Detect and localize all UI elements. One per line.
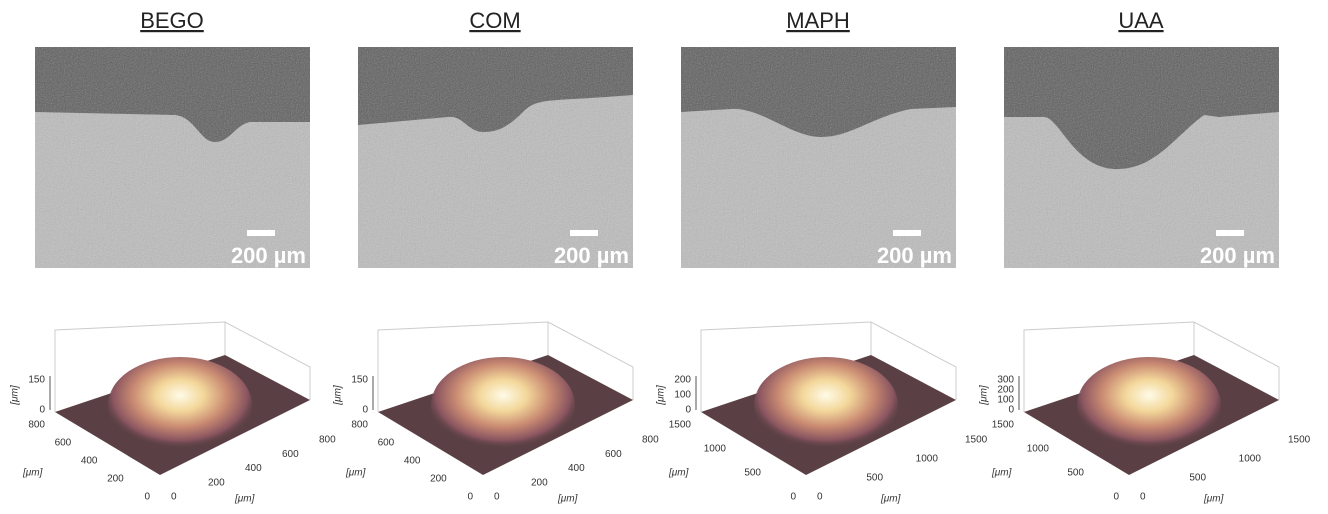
y-tick-label: 0 [1113,492,1119,503]
panel: COM 200 µm 0 150 [μm] 0 200 400 600 800 [μm] 0 200 40… [333,8,659,505]
y-tick-label: 800 [351,420,368,431]
z-axis-label: [μm] [333,385,344,406]
figure: BEGO 200 µm 0 150 [μm] 0 200 400 600 800 [μm] 0 200 4… [0,0,1328,514]
y-tick-label: 800 [28,420,45,431]
y-tick-label: 400 [404,456,421,467]
scale-bar-label: 200 µm [554,243,629,268]
oct-image: 200 µm [1004,47,1279,268]
y-tick-label: 600 [378,438,395,449]
y-axis-label: [μm] [22,468,43,479]
scale-bar [893,230,921,236]
y-tick-label: 0 [467,492,473,503]
x-tick-label: 500 [1189,473,1206,484]
x-tick-label: 1500 [965,435,988,446]
y-tick-label: 1500 [669,420,692,431]
x-tick-label: 1000 [1239,454,1262,465]
surface-plot: 0 100 200 [μm] 0 500 1000 1500 [μm] 0 500 1000 1500 [… [656,322,988,505]
z-tick-label: 200 [674,375,691,386]
panel-title: BEGO [140,8,204,33]
scale-bar-label: 200 µm [1200,243,1275,268]
x-tick-label: 600 [282,449,299,460]
y-tick-label: 600 [55,438,72,449]
x-tick-label: 800 [319,435,336,446]
x-tick-label: 400 [245,463,262,474]
x-tick-label: 0 [1140,492,1146,503]
z-tick-label: 100 [674,390,691,401]
surface-peak [1077,357,1221,453]
y-tick-label: 400 [81,456,98,467]
x-tick-label: 500 [866,473,883,484]
x-axis-label: [μm] [880,494,901,505]
y-tick-label: 1000 [704,444,727,455]
panel: BEGO 200 µm 0 150 [μm] 0 200 400 600 800 [μm] 0 200 4… [10,8,336,505]
z-tick-label: 300 [997,375,1014,386]
x-tick-label: 0 [494,492,500,503]
y-tick-label: 500 [1067,468,1084,479]
z-axis-label: [μm] [10,385,21,406]
scale-bar [570,230,598,236]
x-tick-label: 1500 [1288,435,1311,446]
scale-bar [1216,230,1244,236]
x-axis-label: [μm] [1203,494,1224,505]
y-tick-label: 1000 [1027,444,1050,455]
z-tick-label: 200 [997,385,1014,396]
x-tick-label: 0 [171,492,177,503]
z-tick-label: 0 [1008,405,1014,416]
y-tick-label: 200 [430,474,447,485]
x-tick-label: 800 [642,435,659,446]
surface-peak [754,357,898,453]
scale-bar-label: 200 µm [877,243,952,268]
y-axis-label: [μm] [991,468,1012,479]
surface-plot: 0 150 [μm] 0 200 400 600 800 [μm] 0 200 400 600 800 [μ… [333,322,659,505]
x-tick-label: 200 [208,477,225,488]
x-tick-label: 600 [605,449,622,460]
y-axis-label: [μm] [668,468,689,479]
x-tick-label: 400 [568,463,585,474]
panel-title: MAPH [786,8,850,33]
scale-bar [247,230,275,236]
surface-peak [431,357,575,453]
panel-title: COM [469,8,520,33]
x-tick-label: 200 [531,477,548,488]
x-tick-label: 1000 [916,454,939,465]
z-tick-label: 100 [997,395,1014,406]
y-tick-label: 1500 [992,420,1015,431]
scale-bar-label: 200 µm [231,243,306,268]
y-tick-label: 200 [107,474,124,485]
z-axis-label: [μm] [979,385,990,406]
panel: MAPH 200 µm 0 100 200 [μm] 0 500 1000 1500 [μm] 0 50… [656,8,988,505]
z-axis-label: [μm] [656,385,667,406]
y-tick-label: 0 [790,492,796,503]
surface-plot: 0 150 [μm] 0 200 400 600 800 [μm] 0 200 400 600 800 [μ… [10,322,336,505]
x-tick-label: 0 [817,492,823,503]
z-tick-label: 0 [39,405,45,416]
z-tick-label: 0 [362,405,368,416]
y-tick-label: 500 [744,468,761,479]
panel-title: UAA [1118,8,1164,33]
z-tick-label: 0 [685,405,691,416]
z-tick-label: 150 [351,375,368,386]
x-axis-label: [μm] [557,494,578,505]
x-axis-label: [μm] [234,494,255,505]
oct-image: 200 µm [35,47,310,268]
y-tick-label: 0 [144,492,150,503]
oct-image: 200 µm [681,47,956,268]
z-tick-label: 150 [28,375,45,386]
oct-image: 200 µm [358,47,633,268]
y-axis-label: [μm] [345,468,366,479]
surface-plot: 0100200300[μm]050010001500[μm]0500100015… [979,322,1311,505]
surface-peak [108,357,252,453]
